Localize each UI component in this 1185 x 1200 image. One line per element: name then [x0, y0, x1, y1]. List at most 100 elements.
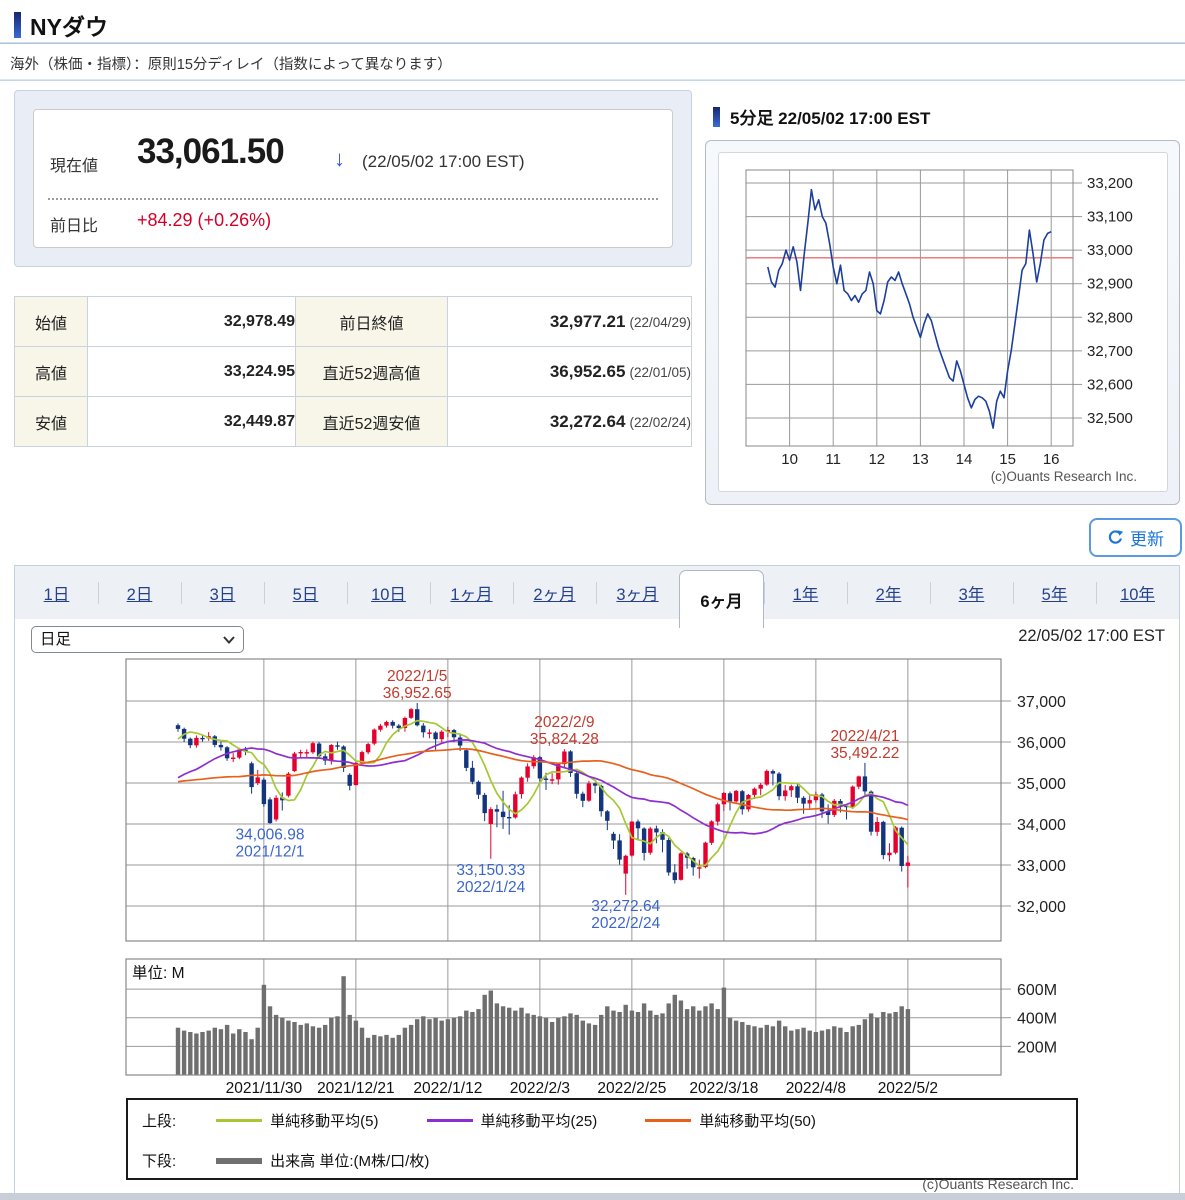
refresh-button[interactable]: 更新	[1089, 518, 1182, 557]
svg-text:2022/2/3: 2022/2/3	[510, 1080, 570, 1097]
chart-annotation: 32,272.64 2022/2/24	[591, 898, 660, 932]
tab-label: 1ヶ月	[450, 585, 493, 604]
intraday-header: 5分足 22/05/02 17:00 EST	[713, 104, 930, 129]
tab-5年[interactable]: 5年	[1013, 566, 1096, 619]
svg-text:32,900: 32,900	[1087, 276, 1133, 293]
ma-legend-label: 単純移動平均(25)	[480, 1113, 598, 1130]
refresh-icon	[1108, 530, 1124, 544]
ma-legend-label: 単純移動平均(50)	[699, 1113, 816, 1130]
tab-3日[interactable]: 3日	[181, 566, 264, 619]
tab-6ヶ月[interactable]: 6ヶ月	[679, 570, 764, 628]
intraday-accent-bar	[713, 106, 720, 127]
svg-text:32,600: 32,600	[1087, 376, 1133, 393]
range-tab-bar: 1日 2日 3日 5日 10日 1ヶ月 2ヶ月 3ヶ月 6ヶ月 1年 2年 3年 5年 10年	[15, 566, 1179, 628]
svg-text:14: 14	[956, 451, 973, 468]
refresh-label: 更新	[1130, 530, 1164, 549]
chart-annotation: 2022/1/5 36,952.65	[383, 668, 452, 702]
ma-legend-swatch	[216, 1119, 263, 1122]
interval-select[interactable]: 日足	[31, 626, 244, 653]
svg-text:32,800: 32,800	[1087, 309, 1133, 326]
stat-label: 始値	[14, 296, 88, 347]
chart-legend: 上段: 単純移動平均(5) 単純移動平均(25) 単純移動平均(50) 下段: 出来…	[126, 1098, 1078, 1180]
quote-panel: 現在値 33,061.50 ↓ (22/05/02 17:00 EST) 前日比…	[14, 90, 692, 267]
svg-text:600M: 600M	[1017, 982, 1057, 999]
change-label: 前日比	[50, 218, 99, 235]
delay-notice: 海外（株価・指標）：原則15分ディレイ（指数によって異なります）	[10, 57, 452, 73]
tab-label: 3日	[209, 585, 236, 604]
svg-text:単位: M: 単位: M	[132, 964, 185, 982]
svg-text:32,700: 32,700	[1087, 343, 1133, 360]
svg-text:2022/1/12: 2022/1/12	[413, 1080, 482, 1097]
tab-2年[interactable]: 2年	[847, 566, 930, 619]
svg-text:33,200: 33,200	[1087, 175, 1133, 192]
svg-text:33,100: 33,100	[1087, 209, 1133, 226]
change-value: +84.29 (+0.26%)	[137, 210, 272, 230]
dotted-divider	[48, 198, 658, 200]
stat-value: 32,449.87	[87, 396, 296, 447]
quote-timestamp: (22/05/02 17:00 EST)	[362, 152, 525, 171]
stat-value: 33,224.95	[87, 346, 296, 397]
table-row: 高値 33,224.95 直近52週高値 36,952.65 (22/01/05)	[14, 346, 692, 397]
stat-value-with-date: 32,977.21 (22/04/29)	[447, 296, 692, 347]
tab-10年[interactable]: 10年	[1096, 566, 1179, 619]
stat-value: 32,978.49	[87, 296, 296, 347]
svg-text:16: 16	[1043, 451, 1060, 468]
divider	[0, 79, 1185, 81]
tab-label: 1日	[43, 585, 70, 604]
stat-value-with-date: 36,952.65 (22/01/05)	[447, 346, 692, 397]
svg-text:33,000: 33,000	[1017, 858, 1066, 875]
svg-text:35,000: 35,000	[1017, 776, 1066, 793]
svg-text:15: 15	[999, 451, 1016, 468]
svg-text:12: 12	[868, 451, 885, 468]
tab-label: 5日	[292, 585, 319, 604]
table-row: 安値 32,449.87 直近52週安値 32,272.64 (22/02/24)	[14, 396, 692, 447]
svg-text:36,000: 36,000	[1017, 735, 1066, 752]
page-title: NYダウ	[30, 14, 108, 40]
current-price-label: 現在値	[50, 158, 99, 175]
tab-1日[interactable]: 1日	[15, 566, 98, 619]
intraday-chart-svg: 33,200 33,100 33,000 32,900 32,800 32,700 32,6…	[745, 169, 1133, 468]
svg-text:2022/3/18: 2022/3/18	[689, 1080, 758, 1097]
tab-label: 6ヶ月	[700, 592, 743, 611]
tab-label: 2年	[875, 585, 902, 604]
svg-text:400M: 400M	[1017, 1011, 1057, 1028]
tab-2ヶ月[interactable]: 2ヶ月	[513, 566, 596, 619]
tab-label: 3ヶ月	[616, 585, 659, 604]
tab-label: 3年	[958, 585, 985, 604]
ma-legend-swatch	[645, 1119, 692, 1122]
divider	[0, 42, 1185, 44]
chart-annotation: 34,006.98 2021/12/1	[236, 827, 305, 861]
intraday-chart-area: 33,200 33,100 33,000 32,900 32,800 32,700 32,6…	[718, 152, 1168, 492]
tab-3ヶ月[interactable]: 3ヶ月	[596, 566, 679, 619]
tab-3年[interactable]: 3年	[930, 566, 1013, 619]
stat-label: 直近52週安値	[295, 396, 448, 447]
svg-text:2022/4/8: 2022/4/8	[786, 1080, 846, 1097]
svg-text:32,000: 32,000	[1017, 899, 1066, 916]
svg-text:13: 13	[912, 451, 929, 468]
tab-1ヶ月[interactable]: 1ヶ月	[430, 566, 513, 619]
tab-label: 10日	[371, 585, 406, 604]
tab-2日[interactable]: 2日	[98, 566, 181, 619]
svg-text:2022/2/25: 2022/2/25	[597, 1080, 666, 1097]
stat-label: 高値	[14, 346, 88, 397]
svg-text:200M: 200M	[1017, 1039, 1057, 1056]
chart-annotation: 2022/2/9 35,824.28	[530, 714, 599, 748]
svg-text:37,000: 37,000	[1017, 694, 1066, 711]
tab-5日[interactable]: 5日	[264, 566, 347, 619]
stat-label: 直近52週高値	[295, 346, 448, 397]
down-arrow-icon: ↓	[334, 146, 345, 171]
svg-text:2021/11/30: 2021/11/30	[226, 1080, 303, 1097]
chart-annotation: 33,150.33 2022/1/24	[456, 862, 525, 896]
chart-copyright: (c)Ouants Research Inc.	[922, 1176, 1074, 1192]
tab-label: 10年	[1120, 585, 1155, 604]
ma-legend-label: 単純移動平均(5)	[270, 1113, 379, 1130]
stat-value-with-date: 32,272.64 (22/02/24)	[447, 396, 692, 447]
legend-upper-label: 上段:	[142, 1113, 177, 1130]
current-price-value: 33,061.50	[137, 132, 285, 171]
svg-text:10: 10	[781, 451, 798, 468]
chart-annotation: 2022/4/21 35,492.22	[830, 728, 899, 762]
stat-label: 前日終値	[295, 296, 448, 347]
tab-10日[interactable]: 10日	[347, 566, 430, 619]
history-chart-panel: 1日 2日 3日 5日 10日 1ヶ月 2ヶ月 3ヶ月 6ヶ月 1年 2年 3年 5年 10年 日足 22…	[14, 565, 1180, 1195]
tab-1年[interactable]: 1年	[764, 566, 847, 619]
